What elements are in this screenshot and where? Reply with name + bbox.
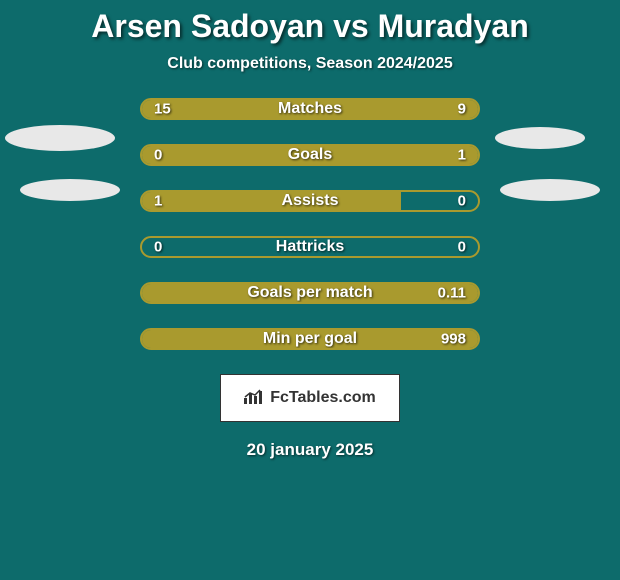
subtitle: Club competitions, Season 2024/2025 [0,55,620,73]
player-ellipse [5,125,115,151]
value-right: 0.11 [438,285,466,302]
logo-text: FcTables.com [270,389,376,407]
value-left: 0 [154,147,162,164]
fctables-logo: FcTables.com [220,374,400,422]
value-right: 998 [441,331,466,348]
metric-label: Matches [278,100,342,118]
player-ellipse [20,179,120,201]
value-right: 1 [458,147,466,164]
metric-label: Assists [282,192,339,210]
metric-label: Min per goal [263,330,357,348]
value-right: 9 [458,101,466,118]
stat-row: 998 Min per goal [0,328,620,350]
player-ellipse [495,127,585,149]
bar-track: 0 0 Hattricks [140,236,480,258]
stat-row: 0.11 Goals per match [0,282,620,304]
bar-left-fill [142,192,401,210]
date-label: 20 january 2025 [0,440,620,460]
bar-track: 0 1 Goals [140,144,480,166]
page-title: Arsen Sadoyan vs Muradyan [0,0,620,45]
value-left: 0 [154,239,162,256]
stat-row: 0 0 Hattricks [0,236,620,258]
stat-row: 15 9 Matches [0,98,620,120]
bar-track: 0.11 Goals per match [140,282,480,304]
metric-label: Hattricks [276,238,344,256]
value-left: 1 [154,193,162,210]
metric-label: Goals per match [247,284,372,302]
player-ellipse [500,179,600,201]
value-right: 0 [458,239,466,256]
bar-left-fill [142,146,202,164]
bar-track: 1 0 Assists [140,190,480,212]
value-right: 0 [458,193,466,210]
bar-right-fill [202,146,478,164]
bar-track: 998 Min per goal [140,328,480,350]
value-left: 15 [154,101,171,118]
metric-label: Goals [288,146,332,164]
chart-icon [244,388,264,409]
bar-track: 15 9 Matches [140,98,480,120]
